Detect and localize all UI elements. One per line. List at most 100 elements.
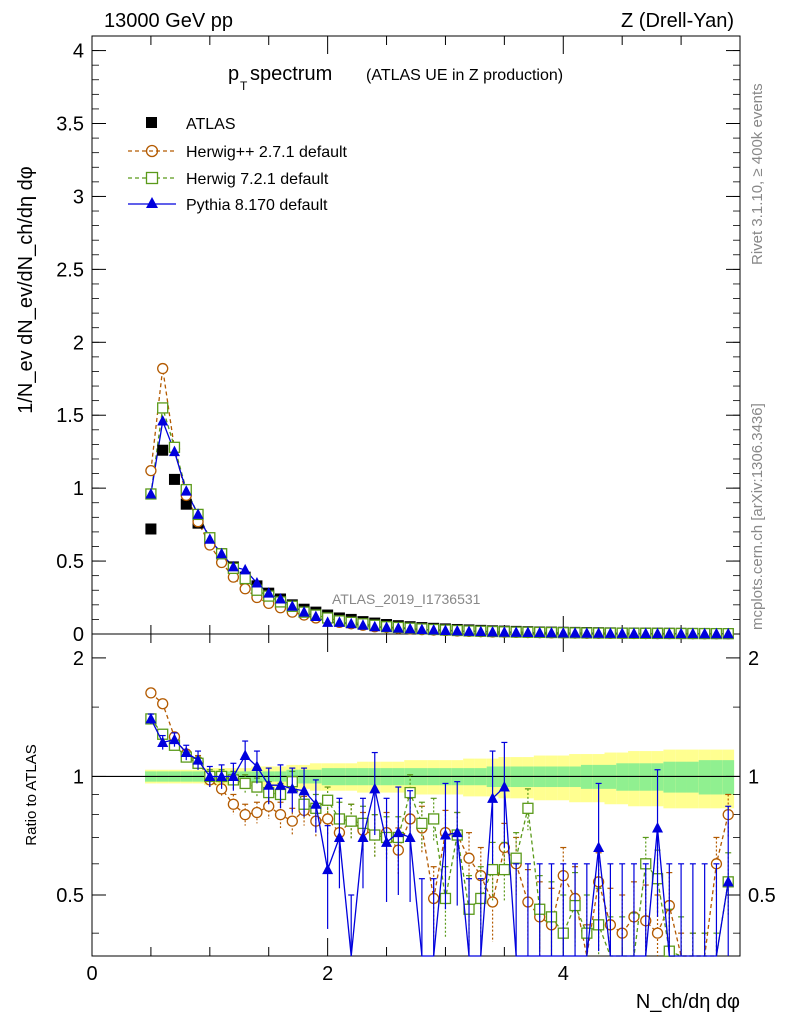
ratio-pythia-point xyxy=(204,770,216,781)
main-pythia-point xyxy=(439,624,451,635)
legend-atlas-marker xyxy=(146,117,157,128)
ratio-herwig7-point xyxy=(239,777,251,790)
main-pythia-point xyxy=(216,547,228,559)
legend-herwig7-marker xyxy=(145,171,159,185)
main-herwigpp-point xyxy=(157,362,169,375)
main-pythia-point xyxy=(251,576,263,588)
main-atlas-point xyxy=(168,473,180,485)
ratio-pythia-point xyxy=(180,746,192,758)
main-pythia-point xyxy=(239,563,251,575)
main-pythia-point xyxy=(168,445,180,457)
ratio-band-inner xyxy=(675,761,687,793)
ratio-band-inner xyxy=(698,760,711,795)
ratio-pythia-point xyxy=(381,836,393,847)
ratio-pythia-point xyxy=(251,760,263,771)
ratio-herwigpp-point xyxy=(274,808,287,821)
ratio-herwig7-point xyxy=(416,817,428,830)
ratio-herwigpp-point xyxy=(486,896,499,908)
main-atlas-point xyxy=(145,523,157,535)
main-y-axis-title: 1/N_ev dN_ev/dN_ch/dη dφ xyxy=(15,166,37,414)
ratio-herwig7-point xyxy=(486,863,499,876)
ratio-pythia-point xyxy=(168,733,180,745)
main-pythia-point xyxy=(640,627,652,639)
main-y-tick-label: 1.5 xyxy=(56,405,84,427)
legend: ATLAS Herwig++ 2.7.1 default Herwig 7.2.… xyxy=(128,116,348,214)
main-y-tick-label: 4 xyxy=(73,41,84,63)
ratio-pythia-point xyxy=(310,798,322,809)
main-y-tick-label: 2 xyxy=(73,332,84,354)
legend-pythia-marker xyxy=(146,197,158,208)
ratio-pythia-point xyxy=(652,821,664,833)
main-pythia-point xyxy=(652,627,664,639)
x-tick-label: 4 xyxy=(558,963,569,985)
ratio-pythia-point xyxy=(451,826,463,838)
ratio-herwig7-point xyxy=(498,863,511,876)
main-herwigpp-point xyxy=(239,583,251,595)
ratio-pythia-point xyxy=(298,784,310,796)
ratio-pythia-point xyxy=(369,782,381,794)
main-pythia-point xyxy=(699,627,711,639)
ratio-herwigpp-point xyxy=(463,852,475,864)
ratio-herwigpp-point xyxy=(239,808,251,821)
main-y-tick-label: 2.5 xyxy=(56,259,84,281)
main-herwig7-point xyxy=(157,402,169,414)
legend-herwig7-label: Herwig 7.2.1 default xyxy=(186,171,329,188)
ratio-y-axis-title: Ratio to ATLAS xyxy=(23,744,40,845)
mcplots-label: mcplots.cern.ch [arXiv:1306.3436] xyxy=(749,403,766,630)
main-pythia-point xyxy=(157,415,169,426)
main-pythia-point xyxy=(687,627,699,639)
main-pythia-point xyxy=(722,627,734,639)
main-pythia-point xyxy=(428,624,440,635)
main-y-tick-label: 1 xyxy=(73,478,84,500)
main-pythia-point xyxy=(298,606,310,617)
ratio-pythia-point xyxy=(392,826,404,838)
main-pythia-point xyxy=(275,592,287,604)
ratio-herwig7-point xyxy=(345,815,357,827)
ratio-herwig7-point xyxy=(428,813,440,825)
main-pythia-point xyxy=(628,627,640,638)
ratio-y-tick-label-right: 2 xyxy=(748,648,759,670)
main-pythia-point xyxy=(581,627,593,638)
ratio-herwigpp-point xyxy=(145,687,157,699)
plot-title-main: p xyxy=(228,63,239,85)
ratio-pythia-point xyxy=(275,779,287,790)
main-y-tick-label: 0 xyxy=(73,624,84,646)
main-pythia-point xyxy=(263,587,275,598)
ratio-band-inner xyxy=(722,760,735,795)
main-y-axis-title-text: 1/N_ev dN_ev/dN_ch/dη dφ xyxy=(15,166,37,414)
legend-herwigpp-label: Herwig++ 2.7.1 default xyxy=(186,144,348,161)
ratio-herwigpp-point xyxy=(321,813,334,825)
ratio-pythia-point xyxy=(157,736,169,747)
main-pythia-point xyxy=(322,616,334,627)
main-pythia-point xyxy=(192,508,204,519)
main-pythia-point xyxy=(404,622,416,634)
main-pythia-point xyxy=(510,626,522,637)
main-pythia-point xyxy=(357,619,369,630)
energy-label: 13000 GeV pp xyxy=(104,10,233,32)
main-pythia-point xyxy=(593,627,605,638)
ratio-pythia-point xyxy=(439,829,451,840)
main-pythia-point xyxy=(487,625,499,637)
legend-atlas-label: ATLAS xyxy=(186,116,236,133)
plot-title-sub: T xyxy=(240,79,248,93)
main-pythia-point xyxy=(345,617,357,629)
main-pythia-point xyxy=(616,627,628,638)
main-pythia-point xyxy=(675,627,687,639)
x-tick-label: 2 xyxy=(322,963,333,985)
main-pythia-point xyxy=(227,560,239,572)
ratio-y-tick-label-right: 1 xyxy=(748,766,759,788)
main-pythia-point xyxy=(710,627,722,639)
legend-pythia-label: Pythia 8.170 default xyxy=(186,197,328,214)
main-pythia-point xyxy=(286,600,298,611)
ratio-band-inner xyxy=(663,761,676,793)
main-pythia-point xyxy=(381,621,393,632)
main-herwig7-point xyxy=(239,572,251,585)
main-pythia-point xyxy=(392,622,404,633)
main-pythia-point xyxy=(557,626,569,638)
main-pythia-point xyxy=(416,623,428,635)
ratio-y-tick-label: 0.5 xyxy=(56,885,84,907)
ratio-band-inner xyxy=(710,760,723,795)
ratio-pythia-point xyxy=(263,779,275,790)
plot-title-rest: spectrum xyxy=(250,63,332,85)
